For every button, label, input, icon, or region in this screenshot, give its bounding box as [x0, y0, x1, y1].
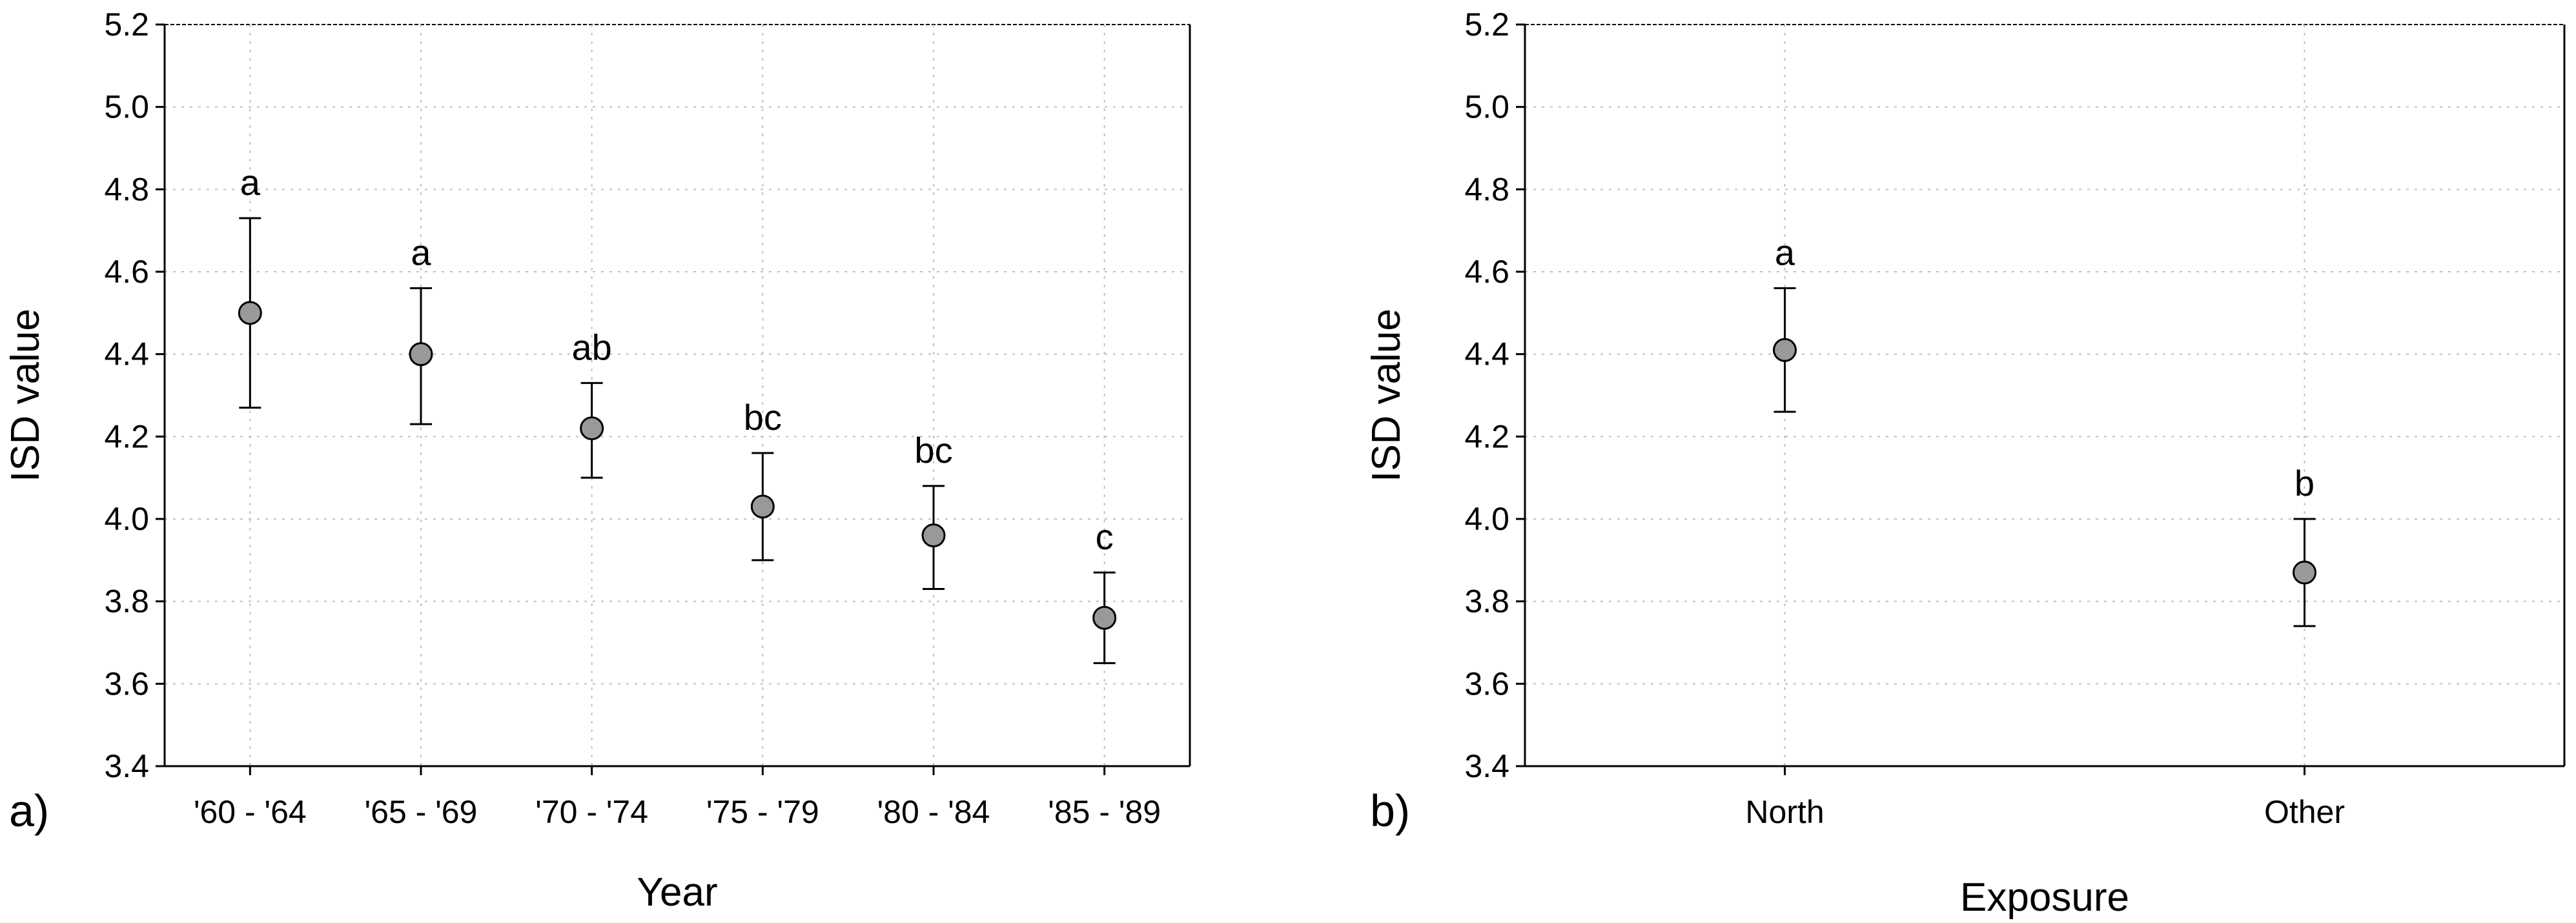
- y-tick-label: 4.8: [1464, 171, 1509, 207]
- y-tick-label: 3.4: [104, 748, 149, 784]
- y-tick-label: 4.6: [1464, 254, 1509, 290]
- x-tick-label: North: [1745, 794, 1824, 830]
- y-tick-label: 4.2: [1464, 418, 1509, 454]
- y-tick-label: 5.0: [104, 89, 149, 125]
- y-tick-label: 5.0: [1464, 89, 1509, 125]
- y-tick-label: 3.6: [104, 665, 149, 702]
- data-point: [1092, 605, 1117, 630]
- data-point: [2293, 560, 2316, 585]
- significance-letter: a: [411, 232, 431, 273]
- y-tick-label: 4.8: [104, 171, 149, 207]
- panel-a: 3.4 3.6 3.8 4.0 4.2 4.4 4.6 4.8 5.0 5.2 '60 - '64 '…: [3, 6, 1191, 915]
- y-tick-label: 3.6: [1464, 665, 1509, 702]
- panel-label: b): [1370, 786, 1410, 836]
- significance-letter: ab: [572, 327, 612, 367]
- y-tick-label: 4.0: [104, 501, 149, 537]
- x-tick-label: '75 - '79: [706, 794, 819, 830]
- significance-letter: c: [1096, 516, 1114, 557]
- y-axis-label: ISD value: [3, 309, 48, 482]
- y-tick-label: 3.4: [1464, 748, 1509, 784]
- y-tick-label: 4.2: [104, 418, 149, 454]
- y-tick-label: 5.2: [104, 6, 149, 43]
- y-axis-label: ISD value: [1364, 309, 1409, 482]
- data-point: [238, 301, 262, 325]
- x-tick-label: '65 - '69: [365, 794, 478, 830]
- data-point: [409, 342, 433, 367]
- significance-letter: bc: [914, 430, 952, 471]
- y-tick-label: 5.2: [1464, 6, 1509, 43]
- y-tick-label: 4.0: [1464, 501, 1509, 537]
- y-tick-label: 4.4: [1464, 336, 1509, 372]
- data-point: [1773, 338, 1797, 362]
- x-tick-label: '85 - '89: [1048, 794, 1161, 830]
- data-point: [750, 494, 775, 519]
- significance-letter: a: [240, 162, 261, 203]
- significance-letter: a: [1775, 232, 1795, 273]
- y-tick-label: 4.6: [104, 254, 149, 290]
- y-tick-label: 4.4: [104, 336, 149, 372]
- y-tick-label: 3.8: [1464, 583, 1509, 620]
- panel-label: a): [9, 786, 49, 836]
- y-tick-label: 3.8: [104, 583, 149, 620]
- data-point: [921, 523, 946, 548]
- data-point: [580, 416, 604, 441]
- panel-b: 3.4 3.6 3.8 4.0 4.2 4.4 4.6 4.8 5.0 5.2 North Other…: [1364, 6, 2566, 920]
- x-axis-label: Year: [637, 870, 717, 915]
- x-tick-label: '60 - '64: [194, 794, 307, 830]
- x-tick-label: '80 - '84: [877, 794, 990, 830]
- significance-letter: bc: [744, 397, 782, 438]
- x-tick-label: '70 - '74: [535, 794, 648, 830]
- x-tick-label: Other: [2264, 794, 2345, 830]
- significance-letter: b: [2295, 463, 2315, 503]
- x-axis-label: Exposure: [1960, 875, 2129, 920]
